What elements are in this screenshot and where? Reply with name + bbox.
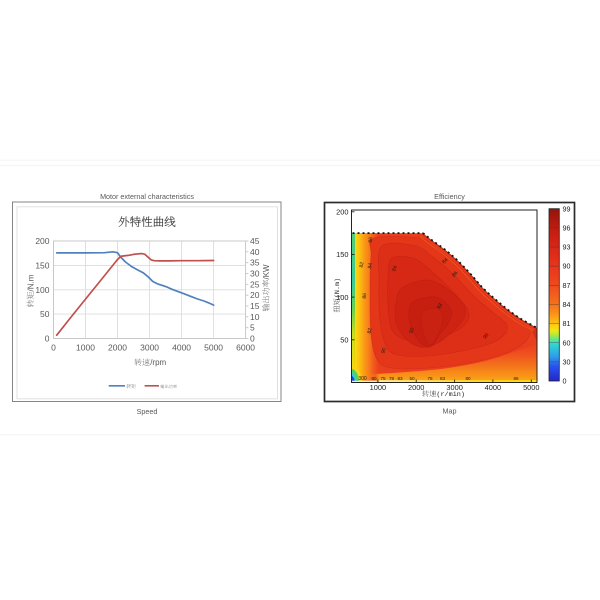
- svg-text:100: 100: [35, 285, 49, 295]
- svg-text:1000: 1000: [76, 343, 95, 353]
- svg-text:2000: 2000: [108, 343, 127, 353]
- svg-text:6000: 6000: [236, 343, 255, 353]
- svg-text:2000: 2000: [408, 383, 424, 392]
- svg-text:60: 60: [563, 338, 571, 347]
- svg-text:/N.m: /N.m: [26, 274, 35, 291]
- svg-text:86: 86: [513, 376, 519, 381]
- svg-text:87: 87: [563, 281, 571, 290]
- svg-text:50: 50: [340, 335, 348, 344]
- svg-text:45: 45: [250, 236, 260, 246]
- svg-text:3000: 3000: [140, 343, 159, 353]
- svg-text:84: 84: [367, 262, 374, 269]
- svg-text:(N.m): (N.m): [334, 278, 342, 298]
- svg-text:99: 99: [563, 204, 571, 213]
- svg-text:75: 75: [427, 376, 433, 381]
- svg-text:75: 75: [380, 376, 386, 381]
- svg-text:90: 90: [482, 332, 490, 340]
- svg-text:150: 150: [35, 260, 49, 270]
- svg-text:200: 200: [35, 236, 49, 246]
- svg-text:20: 20: [250, 290, 260, 300]
- svg-text:93: 93: [563, 243, 571, 252]
- svg-text:25: 25: [250, 279, 260, 289]
- svg-text:83: 83: [397, 376, 403, 381]
- svg-text:Speed: Speed: [137, 407, 158, 416]
- svg-text:92: 92: [408, 327, 416, 335]
- svg-text:86: 86: [451, 270, 459, 278]
- svg-text:Map: Map: [443, 407, 457, 416]
- svg-text:86: 86: [362, 293, 368, 299]
- svg-text:5: 5: [250, 323, 255, 333]
- svg-text:84: 84: [441, 257, 449, 265]
- svg-text:86: 86: [368, 237, 374, 243]
- svg-text:50: 50: [40, 309, 50, 319]
- svg-text:Efficiency: Efficiency: [434, 192, 465, 201]
- svg-text:40: 40: [250, 247, 260, 257]
- svg-text:83: 83: [440, 376, 446, 381]
- svg-text:84: 84: [391, 265, 399, 273]
- svg-text:90: 90: [380, 347, 387, 354]
- svg-text:5000: 5000: [204, 343, 223, 353]
- svg-text:200: 200: [336, 207, 348, 216]
- svg-text:30: 30: [250, 269, 260, 279]
- svg-text:78: 78: [389, 376, 395, 381]
- svg-text:1000: 1000: [370, 383, 386, 392]
- svg-text:84: 84: [563, 300, 571, 309]
- svg-text:100: 100: [336, 293, 348, 302]
- svg-text:0: 0: [51, 343, 56, 353]
- svg-text:(r/min): (r/min): [436, 391, 465, 399]
- svg-text:0: 0: [45, 334, 50, 344]
- svg-text:0: 0: [250, 334, 255, 344]
- svg-text:4000: 4000: [485, 383, 501, 392]
- svg-text:Motor external characteristics: Motor external characteristics: [100, 192, 194, 201]
- svg-text:60: 60: [371, 376, 377, 381]
- svg-text:150: 150: [336, 250, 348, 259]
- svg-text:96: 96: [563, 223, 571, 232]
- svg-text:/KW: /KW: [262, 264, 271, 280]
- svg-text:50: 50: [409, 376, 415, 381]
- svg-text:4000: 4000: [172, 343, 191, 353]
- svg-text:5000: 5000: [523, 383, 539, 392]
- svg-text:82: 82: [359, 261, 366, 268]
- svg-text:300: 300: [358, 376, 367, 382]
- svg-text:80: 80: [465, 376, 471, 381]
- svg-text:81: 81: [563, 319, 571, 328]
- svg-text:82: 82: [367, 327, 374, 334]
- svg-text:30: 30: [563, 358, 571, 367]
- svg-text:10: 10: [250, 312, 260, 322]
- svg-text:0: 0: [563, 377, 567, 386]
- svg-text:90: 90: [563, 262, 571, 271]
- svg-text:15: 15: [250, 301, 260, 311]
- svg-text:3000: 3000: [446, 383, 462, 392]
- svg-text:93: 93: [436, 302, 444, 310]
- svg-text:35: 35: [250, 258, 260, 268]
- svg-text:/rpm: /rpm: [150, 358, 166, 367]
